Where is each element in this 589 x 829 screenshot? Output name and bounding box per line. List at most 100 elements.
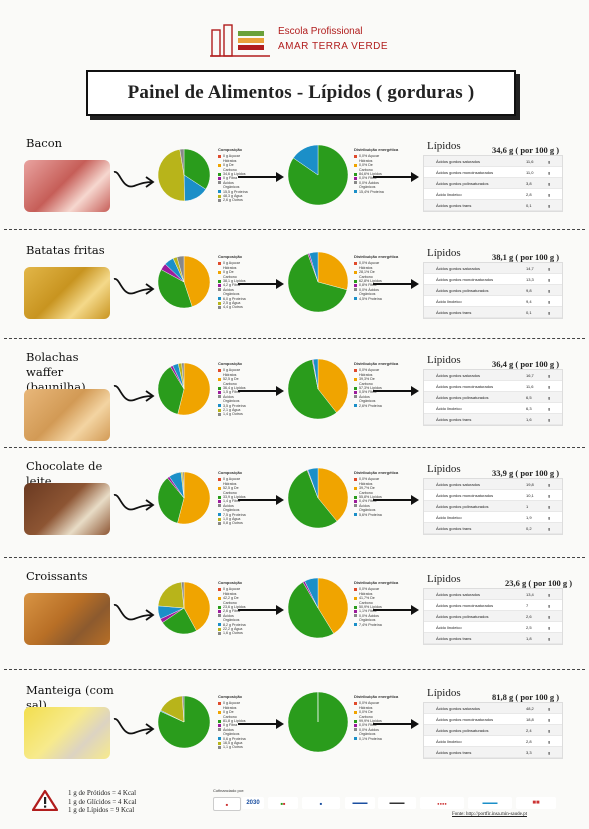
legend-swatch xyxy=(218,368,221,372)
legend-text: Hidratos xyxy=(223,591,237,596)
table-row: Ácidos gordos polinsaturados 2,6 g xyxy=(424,611,562,622)
legend-item: Orgânicos xyxy=(218,732,266,736)
legend-swatch xyxy=(218,266,221,269)
legend-item: Ácidos xyxy=(354,504,400,508)
table-row: Ácidos gordos saturados 11,6 g xyxy=(424,156,562,167)
legend-item: 81,8 g Lípidos xyxy=(218,719,266,723)
legend-swatch xyxy=(218,706,221,709)
school-logo xyxy=(210,22,270,60)
legend-item: Carbono xyxy=(218,601,266,605)
legend-text: 0 g De xyxy=(223,710,234,715)
legend-item: Carbono xyxy=(218,491,266,495)
legend-item: 0,0% Açucar xyxy=(354,587,400,591)
fatty-acid-value: 11,0 xyxy=(526,169,534,175)
legend-item: 0,0% Açucar xyxy=(354,477,400,481)
legend-text: 0,0% Ácidos xyxy=(359,613,379,618)
legend-item: 2,5 g Água xyxy=(218,301,266,305)
distribuicao-legend-title: Distribuição energética xyxy=(354,580,399,585)
composicao-pie xyxy=(157,255,211,309)
fatty-acid-name: Ácidos gordos polinsaturados xyxy=(436,613,489,619)
legend-item: 52,5 g De xyxy=(218,486,266,490)
legend-item: Ácidos xyxy=(218,728,266,732)
legend-swatch xyxy=(218,163,221,167)
legend-text: Orgânicos xyxy=(359,185,376,190)
legend-swatch xyxy=(354,509,357,512)
legend-swatch xyxy=(354,275,357,278)
food-name: Batatas fritas xyxy=(26,243,105,257)
page-title: Painel de Alimentos - Lípidos ( gorduras… xyxy=(127,82,475,103)
pie-slice-l-pidos xyxy=(287,253,348,313)
legend-text: 33,9 g Lípidos xyxy=(223,495,246,500)
legend-item: Carbono xyxy=(354,491,400,495)
table-row: Ácido linoleico 2,8 g xyxy=(424,736,562,747)
fatty-acid-name: Ácidos gordos polinsaturados xyxy=(436,503,489,509)
legend-text: 39,3% De xyxy=(359,377,375,382)
legend-swatch xyxy=(218,715,221,718)
source-link[interactable]: Fonte: http://portfir.insa.min-saude.pt xyxy=(452,812,527,817)
pie-slice-l-pidos xyxy=(287,469,338,529)
distribuicao-legend: Distribuição energética 0,0% Açucar Hidrat… xyxy=(354,254,400,301)
energy-note-protidos: 1 g de Prótidos = 4 Kcal xyxy=(68,789,137,797)
legend-swatch xyxy=(218,733,221,736)
fatty-acid-unit: g xyxy=(548,202,551,208)
legend-text: 4,4 g Outros xyxy=(223,305,243,310)
legend-item: 0,0% Açucar xyxy=(354,261,400,265)
legend-swatch xyxy=(218,181,221,185)
legend-item: 41,7% De xyxy=(354,596,400,600)
legend-text: Ácidos xyxy=(223,727,234,732)
legend-text: Carbono xyxy=(359,490,373,495)
fatty-acid-name: Ácidos gordos saturados xyxy=(436,158,481,164)
legend-text: 15,4% Proteína xyxy=(359,189,384,194)
fatty-acid-name: Ácidos gordos polinsaturados xyxy=(436,727,489,733)
legend-item: Ácidos xyxy=(218,614,266,618)
legend-swatch xyxy=(218,513,221,517)
legend-item: 0 g Açucar xyxy=(218,368,266,372)
legend-item: 0,0% Fibra xyxy=(354,176,400,180)
logo-bar-green xyxy=(238,31,264,36)
legend-text: 36,4 g Lípidos xyxy=(223,386,246,391)
legend-swatch xyxy=(354,181,357,185)
legend-swatch xyxy=(354,288,357,292)
legend-text: Ácidos xyxy=(223,180,234,185)
legend-item: 0,0% De xyxy=(354,710,400,714)
fatty-acid-value: 14,7 xyxy=(526,265,534,271)
section-divider xyxy=(4,338,585,339)
lipidos-value: 36,4 g ( por 100 g ) xyxy=(492,359,560,369)
legend-swatch xyxy=(218,168,221,171)
legend-text: 0,0% Fibra xyxy=(359,176,377,181)
pie-slice-prote-na xyxy=(304,577,319,609)
straight-arrow xyxy=(371,384,421,402)
legend-text: 3,5 g Proteína xyxy=(223,403,246,408)
composicao-legend: Composição 0 g Açucar Hidratos 52,5 g De Car… xyxy=(218,470,266,526)
legend-swatch xyxy=(218,504,221,508)
legend-text: 1,4 g Outros xyxy=(223,412,243,417)
legend-swatch xyxy=(354,386,357,390)
distribuicao-pie-wrap xyxy=(287,251,349,318)
legend-swatch xyxy=(354,373,357,376)
legend-swatch xyxy=(354,619,357,622)
legend-swatch xyxy=(218,408,221,412)
sponsor-logo-6: ▬▬▬ xyxy=(378,797,416,809)
legend-swatch xyxy=(218,745,221,749)
logo-bar-orange xyxy=(238,38,264,43)
legend-item: 2,6 g Outros xyxy=(218,198,266,202)
fatty-acid-name: Ácidos gordos trans xyxy=(436,202,472,208)
legend-swatch xyxy=(218,154,221,158)
fatty-acid-name: Ácidos gordos trans xyxy=(436,416,472,422)
legend-swatch xyxy=(354,154,357,158)
fatty-acid-value: 11,6 xyxy=(526,383,534,389)
legend-swatch xyxy=(354,190,357,194)
fatty-acid-name: Ácidos gordos monoinsaturados xyxy=(436,602,494,608)
legend-item: 0,0% Ácidos xyxy=(354,614,400,618)
legend-text: Ácidos xyxy=(359,394,370,399)
legend-swatch xyxy=(354,395,357,399)
fatty-acid-unit: g xyxy=(548,416,551,422)
fatty-acid-unit: g xyxy=(548,738,551,744)
legend-item: 23,6 g Lípidos xyxy=(218,605,266,609)
table-row: Ácidos gordos saturados 13,4 g xyxy=(424,589,562,600)
fatty-acid-name: Ácidos gordos monoinsaturados xyxy=(436,716,494,722)
fatty-acid-name: Ácido linoleico xyxy=(436,405,462,411)
distribuicao-legend: Distribuição energética 0,0% Açucar Hidrat… xyxy=(354,361,400,408)
legend-item: Hidratos xyxy=(354,592,400,596)
legend-swatch xyxy=(218,728,221,732)
